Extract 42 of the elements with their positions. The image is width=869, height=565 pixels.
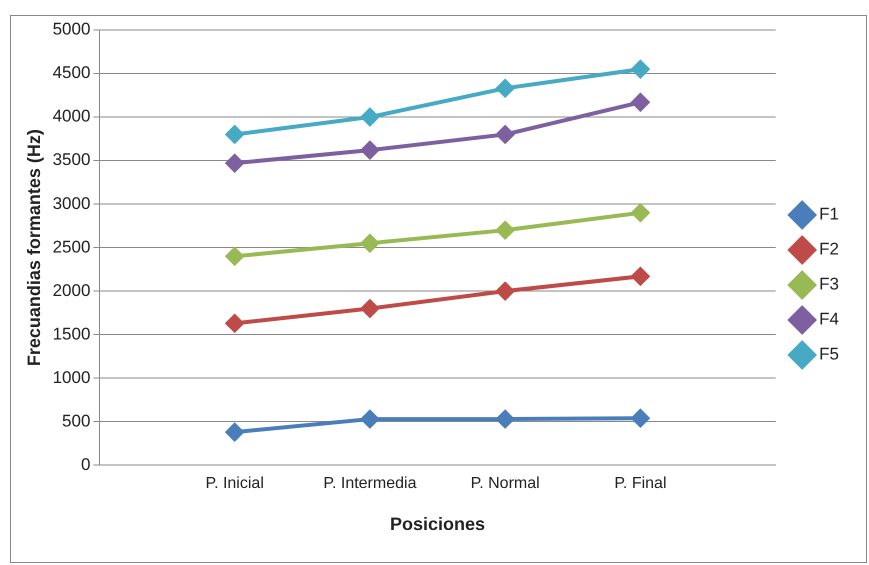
legend-label: F4 <box>819 310 840 329</box>
point <box>631 409 650 428</box>
point <box>496 125 514 144</box>
y-tick-label: 3000 <box>52 194 90 213</box>
y-tick-label: 1500 <box>52 324 90 344</box>
point <box>226 247 244 266</box>
x-axis-title: Posiciones <box>390 514 486 534</box>
point <box>631 267 650 286</box>
legend-label: F3 <box>819 274 840 294</box>
y-tick-label: 500 <box>62 411 90 430</box>
y-tick-label: 4000 <box>52 106 90 126</box>
point <box>631 204 650 222</box>
point <box>360 108 379 126</box>
point <box>496 221 514 240</box>
point <box>226 423 244 442</box>
legend-label: F1 <box>819 204 840 224</box>
y-tick-label: 5000 <box>52 20 90 39</box>
point <box>360 141 379 160</box>
point <box>360 234 379 252</box>
point <box>360 300 379 318</box>
y-tick-label: 2500 <box>52 237 90 256</box>
point <box>360 410 379 428</box>
x-tick-label: P. Final <box>614 475 667 492</box>
point <box>496 410 514 428</box>
y-tick-label: 2000 <box>52 280 90 300</box>
y-tick-label: 1000 <box>52 368 90 387</box>
x-tick-label: P. Normal <box>470 475 540 492</box>
y-tick-label: 3500 <box>52 150 90 170</box>
point <box>226 314 244 332</box>
y-axis-title: Frecuandias formantes (Hz) <box>24 129 44 366</box>
x-tick-label: P. Inicial <box>205 475 264 492</box>
point <box>496 282 514 300</box>
legend-label: F5 <box>819 344 840 364</box>
point <box>226 125 244 144</box>
y-tick-label: 0 <box>80 454 90 474</box>
point <box>631 60 650 78</box>
y-tick-label: 4500 <box>52 63 90 82</box>
point <box>496 79 514 98</box>
legend-label: F2 <box>819 240 840 259</box>
point <box>631 93 650 112</box>
x-tick-label: P. Intermedia <box>323 475 417 492</box>
point <box>226 154 244 172</box>
